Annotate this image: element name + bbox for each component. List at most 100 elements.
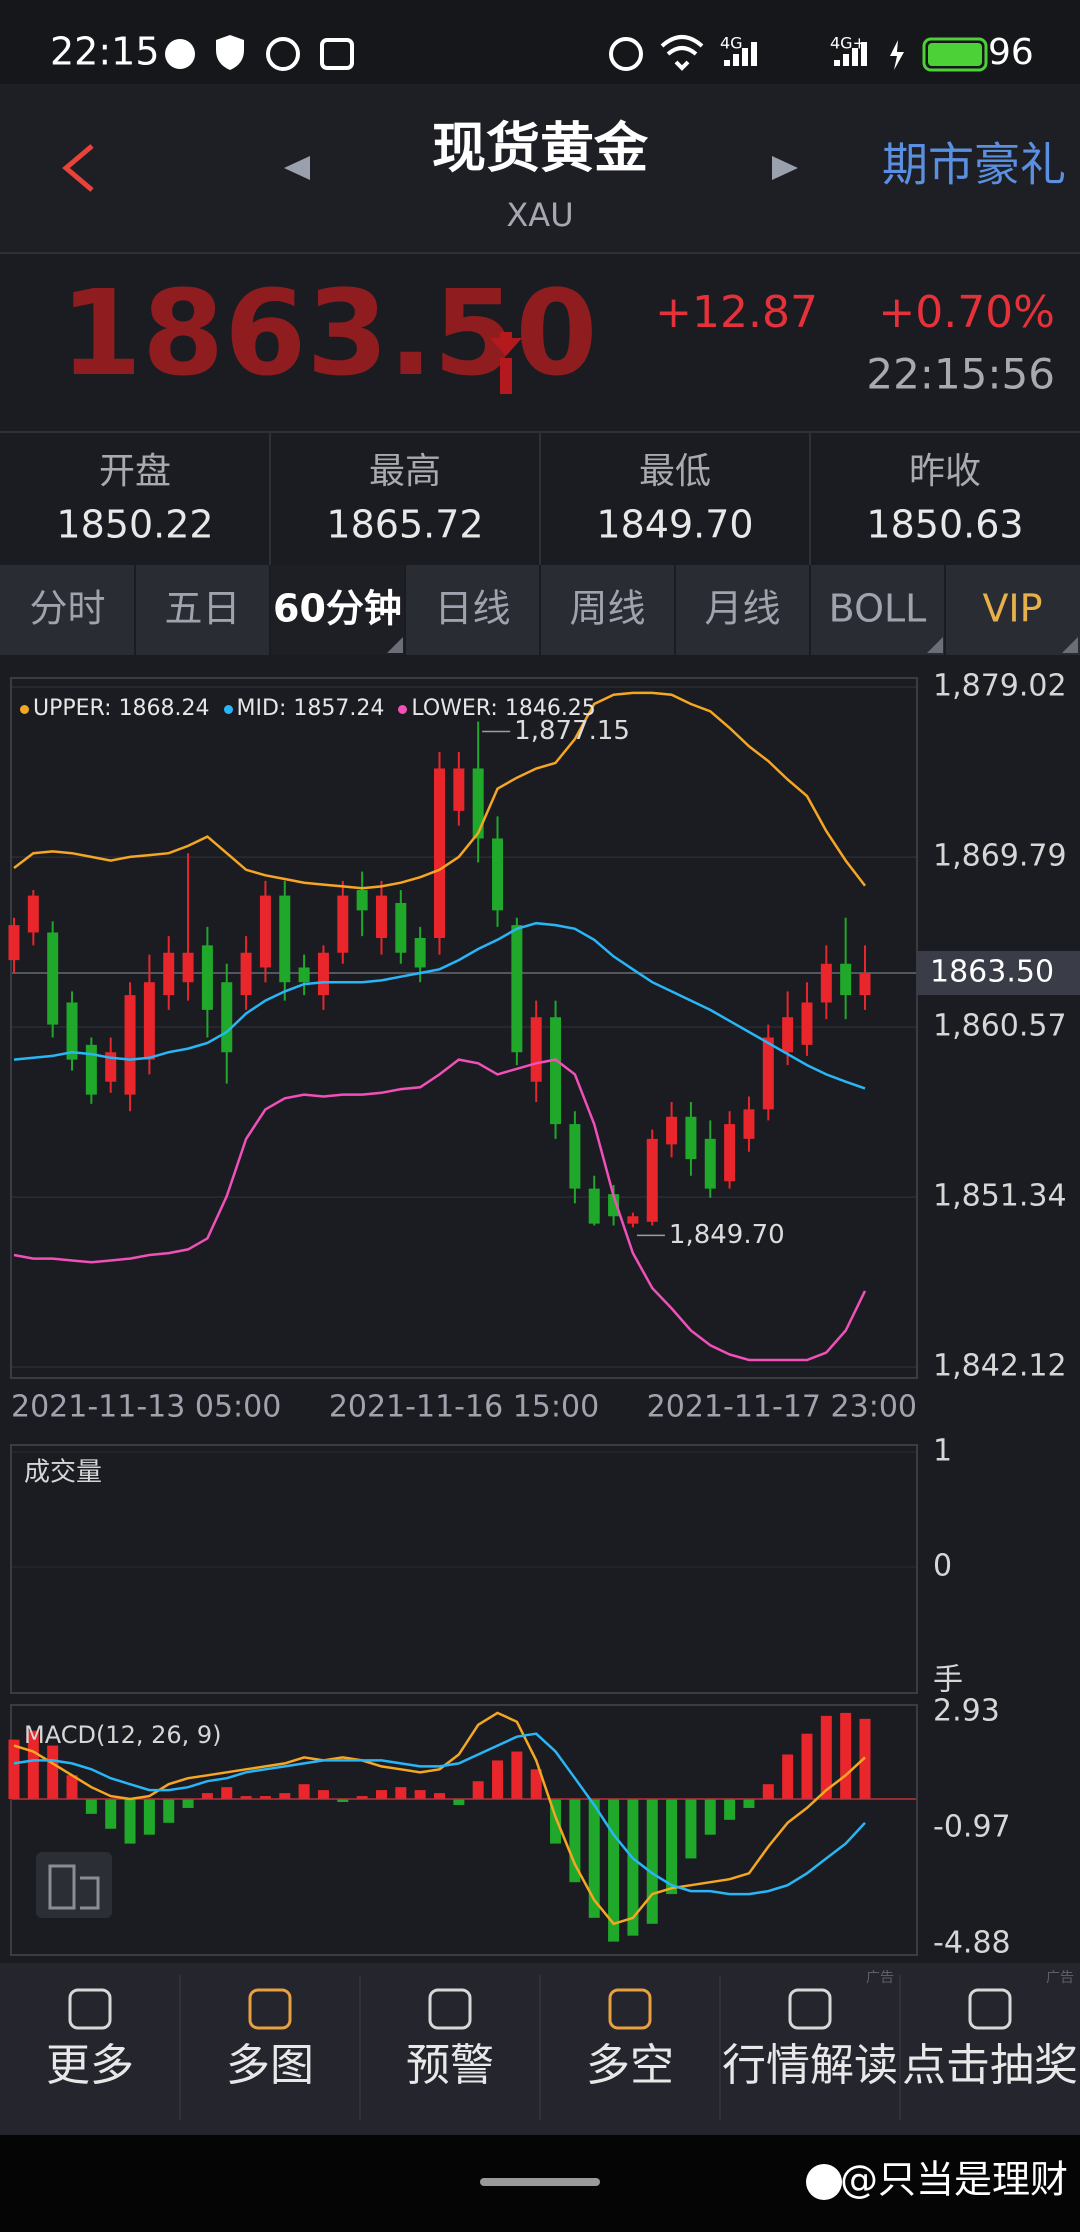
macd-bar — [221, 1787, 233, 1800]
price-chart-frame — [10, 677, 918, 1379]
candle-body — [492, 838, 504, 911]
wifi-icon — [660, 35, 704, 71]
nav-icon — [788, 1988, 832, 2030]
tab[interactable]: VIP — [982, 587, 1042, 631]
signal-bar — [733, 54, 739, 66]
macd-line — [13, 1732, 866, 1896]
candle-body — [511, 925, 523, 1053]
macd-bar — [259, 1796, 271, 1800]
tab[interactable]: BOLL — [829, 587, 927, 631]
y-tick-label: 1,860.57 — [933, 1009, 1067, 1044]
nav-label[interactable]: 更多 — [46, 2040, 134, 2091]
nav-label[interactable]: 行情解读 — [722, 2040, 898, 2091]
candle-body — [685, 1116, 697, 1160]
tab[interactable]: 五日 — [164, 587, 240, 631]
back-button[interactable] — [62, 144, 94, 192]
macd-bar — [356, 1796, 368, 1800]
tab[interactable]: 日线 — [434, 587, 510, 631]
legend-name: MID — [237, 696, 294, 721]
legend-dot — [20, 704, 29, 714]
legend-item: LOWER1846.25 — [398, 696, 596, 721]
y-tick-label: 1 — [933, 1434, 952, 1469]
legend-value: 1846.25 — [504, 696, 596, 721]
signal-bar — [852, 48, 858, 66]
stat-label: 最低 — [639, 451, 711, 492]
tab[interactable]: 60分钟 — [273, 587, 402, 631]
candle-body — [434, 768, 445, 938]
candle-body — [569, 1124, 581, 1189]
tab[interactable]: 周线 — [569, 587, 645, 631]
macd-bar — [588, 1799, 600, 1918]
nav-label[interactable]: 点击抽奖 — [902, 2040, 1078, 2091]
y-tick-label: 1,879.02 — [933, 669, 1067, 704]
y-tick-label: -4.88 — [933, 1926, 1011, 1961]
y-tick-label: 0 — [933, 1549, 952, 1584]
candle-body — [530, 1017, 542, 1082]
candle-body — [375, 895, 387, 938]
candle-body — [337, 895, 349, 953]
network-label: 4G — [720, 34, 743, 53]
battery-level: 96 — [988, 32, 1034, 73]
macd-bar — [27, 1730, 39, 1800]
up-arrow — [490, 332, 522, 394]
candle-body — [762, 1037, 774, 1110]
macd-bar — [762, 1784, 774, 1800]
legend-dot — [398, 704, 408, 714]
candle-body — [453, 768, 465, 811]
candle-body — [859, 973, 871, 996]
prev-button[interactable] — [284, 156, 310, 180]
x-tick-label: 2021-11-17 23:00 — [647, 1390, 917, 1425]
macd-bar — [240, 1796, 252, 1800]
macd-bar — [8, 1739, 20, 1800]
nav-icon — [68, 1988, 112, 2030]
macd-chart-frame — [10, 1704, 918, 1956]
network-label: 4G+ — [830, 34, 866, 53]
rotate-icon — [48, 1864, 100, 1910]
nav-label[interactable]: 预警 — [406, 2040, 494, 2091]
macd-bar — [840, 1712, 852, 1800]
candle-body — [259, 895, 271, 968]
legend-value: 1868.24 — [118, 696, 210, 721]
nav-icon — [248, 1988, 292, 2030]
instrument-title: 现货黄金 — [432, 117, 649, 180]
alarm-icon — [609, 37, 643, 71]
chart-title: MACD(12, 26, 9) — [24, 1721, 222, 1749]
stat-label: 昨收 — [909, 451, 981, 492]
status-time: 22:15 — [50, 30, 160, 74]
tab[interactable]: 分时 — [29, 587, 105, 631]
candle-body — [47, 932, 59, 1025]
candle-body — [743, 1109, 755, 1139]
candle-body — [395, 902, 407, 953]
tab[interactable]: 月线 — [704, 587, 780, 631]
y-tick-label: 1,869.79 — [933, 839, 1067, 874]
macd-bar — [105, 1799, 117, 1829]
macd-bar — [375, 1790, 387, 1800]
nav-label[interactable]: 多图 — [226, 2040, 314, 2091]
nav-icon — [608, 1988, 652, 2030]
y-tick-label: 1,842.12 — [933, 1349, 1067, 1384]
signal-bar — [861, 42, 867, 66]
candle-body — [724, 1124, 736, 1182]
next-button[interactable] — [772, 156, 798, 180]
tab-corner — [387, 637, 403, 653]
instrument-symbol: XAU — [506, 196, 573, 234]
charge-icon — [890, 40, 904, 70]
stat-label: 开盘 — [99, 451, 171, 492]
macd-bar — [414, 1790, 426, 1800]
promo-link[interactable]: 期市豪礼 — [882, 138, 1066, 192]
legend-name: UPPER — [33, 696, 119, 721]
macd-bar — [337, 1799, 349, 1803]
status-icon — [320, 38, 354, 70]
candle-body — [279, 895, 291, 983]
macd-bar — [124, 1799, 136, 1844]
nav-label[interactable]: 多空 — [586, 2040, 674, 2091]
candle-body — [820, 963, 832, 1003]
tab-corner — [927, 637, 943, 653]
stat-value: 1850.22 — [56, 503, 213, 547]
candle-body — [66, 1002, 78, 1060]
candle-body — [550, 1017, 562, 1125]
macd-bar — [743, 1799, 755, 1808]
candle-body — [840, 963, 852, 996]
